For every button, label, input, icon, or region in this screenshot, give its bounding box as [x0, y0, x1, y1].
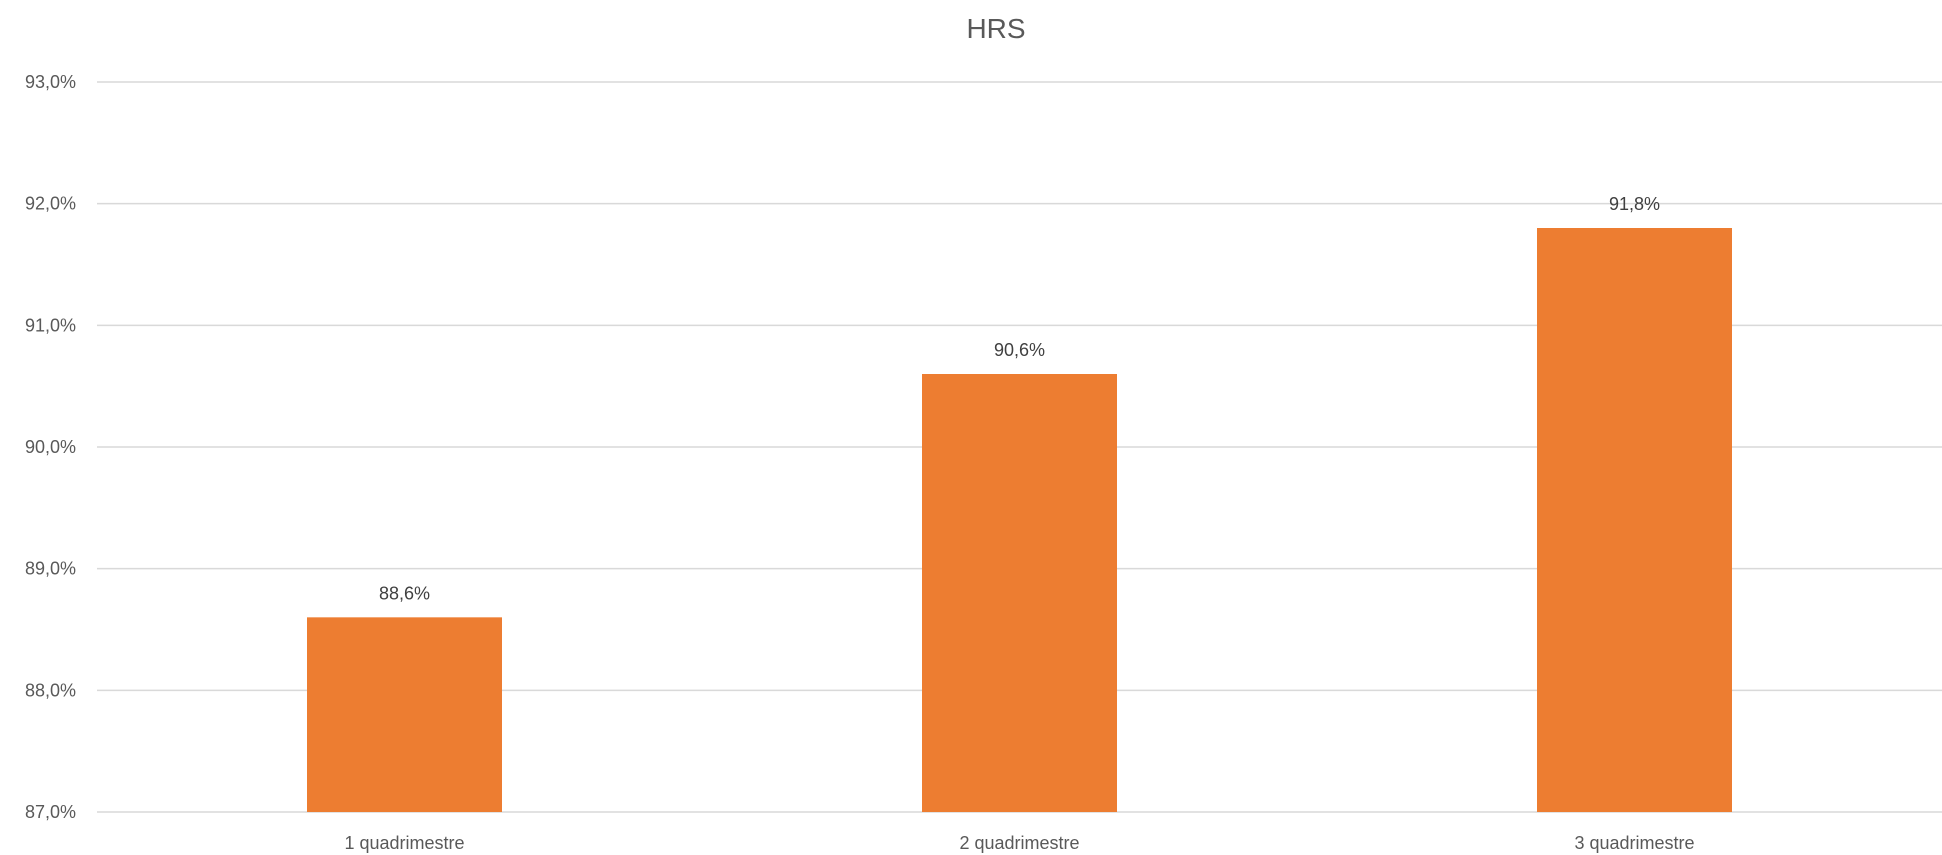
data-label: 88,6%	[379, 583, 430, 603]
x-tick-label: 1 quadrimestre	[344, 833, 464, 853]
bar	[922, 374, 1117, 812]
y-tick-label: 87,0%	[25, 802, 76, 822]
chart-title: HRS	[966, 13, 1025, 44]
y-tick-label: 88,0%	[25, 680, 76, 700]
y-tick-label: 89,0%	[25, 559, 76, 579]
data-label: 91,8%	[1609, 194, 1660, 214]
x-tick-label: 3 quadrimestre	[1574, 833, 1694, 853]
data-labels: 88,6% 90,6% 91,8%	[379, 194, 1660, 603]
y-tick-label: 91,0%	[25, 315, 76, 335]
x-axis-tick-labels: 1 quadrimestre 2 quadrimestre 3 quadrimest…	[344, 833, 1694, 853]
y-tick-label: 92,0%	[25, 194, 76, 214]
y-tick-label: 93,0%	[25, 72, 76, 92]
bars	[307, 228, 1732, 812]
data-label: 90,6%	[994, 340, 1045, 360]
y-tick-label: 90,0%	[25, 437, 76, 457]
bar	[1537, 228, 1732, 812]
bar	[307, 617, 502, 812]
x-tick-label: 2 quadrimestre	[959, 833, 1079, 853]
y-axis-tick-labels: 87,0% 88,0% 89,0% 90,0% 91,0% 92,0% 93,0%	[25, 72, 76, 822]
